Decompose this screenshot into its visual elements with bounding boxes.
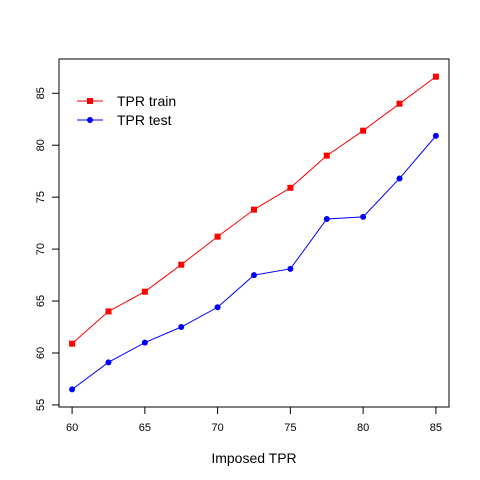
data-point	[141, 339, 148, 346]
data-point	[287, 184, 294, 191]
y-axis: 55 60 65 70 75 80 85	[35, 87, 59, 411]
y-tick-label: 65	[35, 295, 47, 307]
data-point	[360, 127, 367, 134]
data-point	[432, 132, 439, 139]
data-point	[178, 324, 185, 331]
data-point	[360, 213, 367, 220]
series-layer	[69, 73, 439, 393]
data-point	[323, 152, 330, 159]
x-tick-label: 80	[357, 422, 369, 434]
legend-item: TPR train	[77, 93, 176, 109]
x-tick-label: 60	[66, 422, 78, 434]
data-point	[69, 340, 76, 347]
data-point	[141, 288, 148, 295]
x-axis-title: Imposed TPR	[211, 450, 296, 466]
x-tick-label: 70	[211, 422, 223, 434]
data-point	[105, 359, 112, 366]
series-tpr-test	[69, 132, 439, 393]
data-point	[287, 265, 294, 272]
data-point	[251, 206, 257, 213]
legend-label: TPR test	[117, 112, 172, 128]
legend-marker	[87, 117, 93, 123]
y-tick-label: 55	[35, 399, 47, 411]
legend-item: TPR test	[77, 112, 172, 128]
y-tick-label: 85	[35, 87, 47, 99]
y-tick-label: 70	[35, 243, 47, 255]
data-point	[396, 175, 403, 182]
y-tick-label: 80	[35, 139, 47, 151]
data-point	[69, 386, 76, 393]
x-axis: 60 65 70 75 80 85	[66, 407, 442, 434]
data-point	[105, 308, 112, 315]
data-point	[214, 304, 221, 311]
data-point	[178, 261, 185, 268]
data-point	[396, 100, 403, 107]
legend-label: TPR train	[117, 93, 176, 109]
data-point	[323, 215, 330, 222]
data-point	[214, 233, 221, 240]
y-tick-label: 75	[35, 191, 47, 203]
legend-marker	[87, 98, 93, 104]
data-point	[432, 73, 439, 80]
y-tick-label: 60	[35, 347, 47, 359]
plot-frame	[58, 58, 450, 408]
legend: TPR train TPR test	[77, 93, 176, 128]
data-point	[251, 272, 257, 279]
series-tpr-train	[69, 73, 439, 347]
x-tick-label: 75	[284, 422, 296, 434]
x-tick-label: 85	[430, 422, 442, 434]
x-tick-label: 65	[139, 422, 151, 434]
